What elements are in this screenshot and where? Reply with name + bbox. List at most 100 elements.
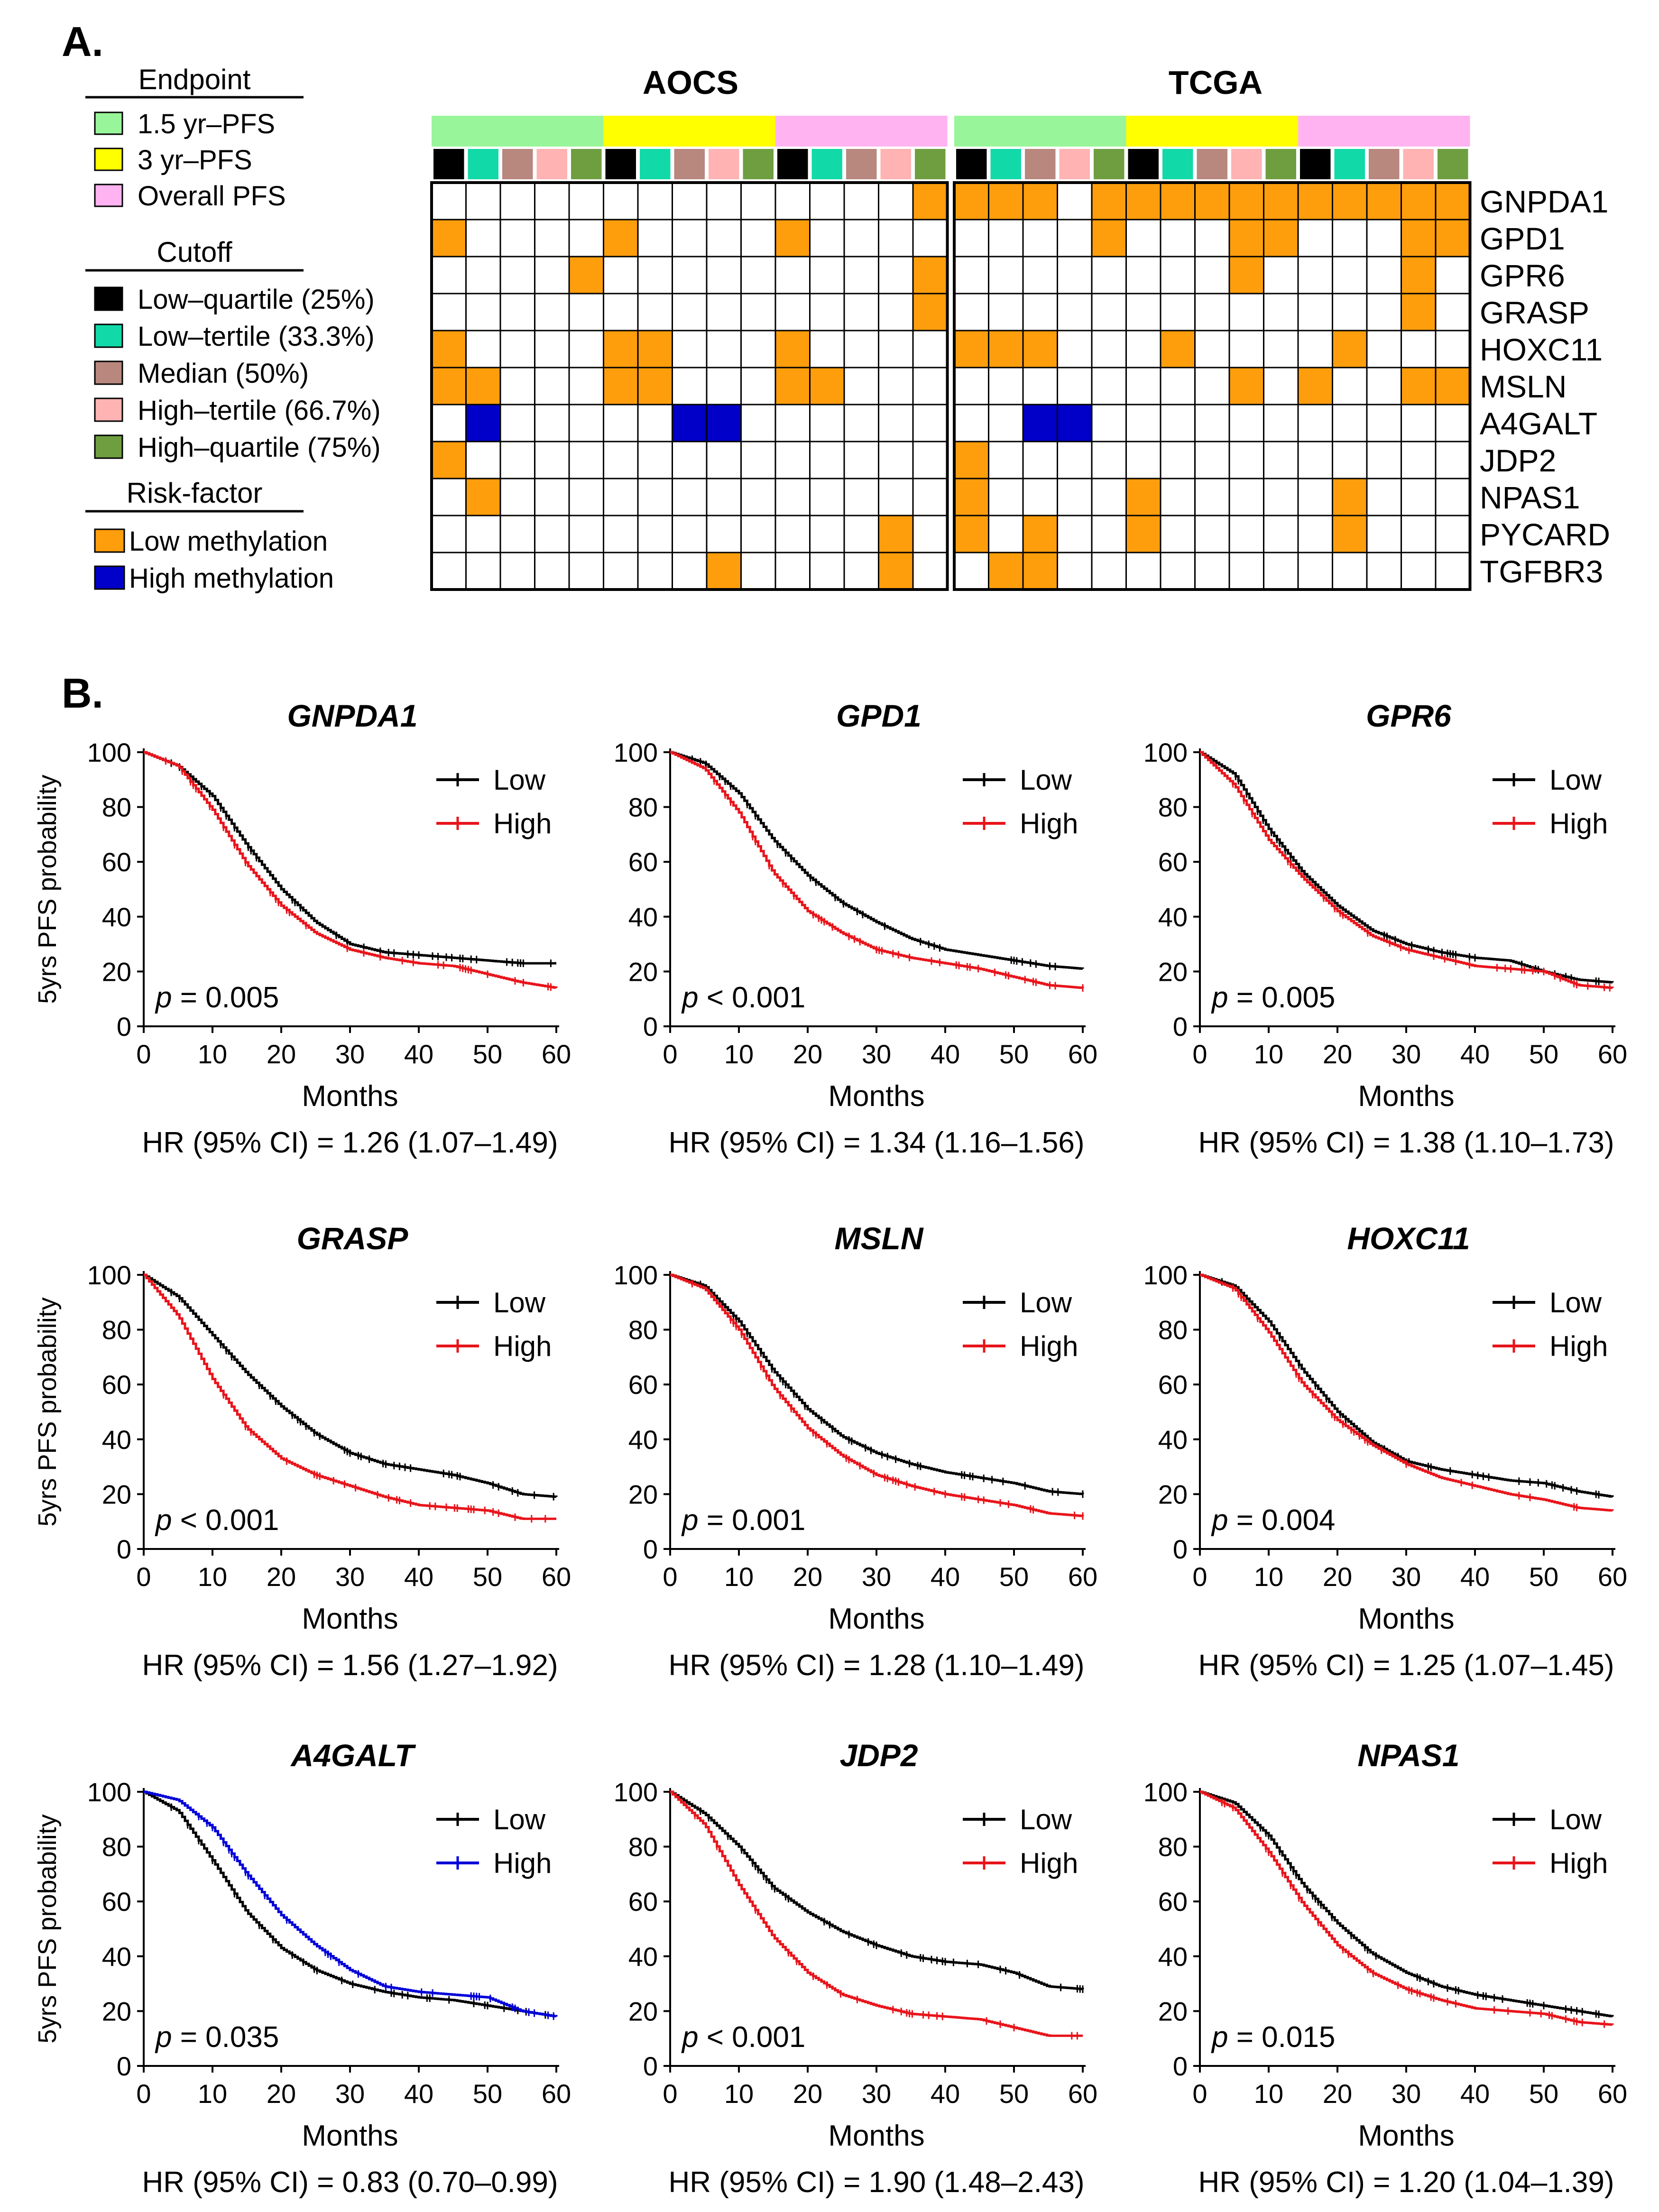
heatmap-cell-aocs-gpd1 — [431, 219, 467, 258]
cutoff-swatch-tcga — [956, 149, 987, 179]
heatmap-cell-tcga-msln — [988, 367, 1024, 406]
heatmap-cell-aocs-tgfbr3 — [637, 552, 673, 590]
cutoff-swatch-tcga — [1438, 149, 1468, 179]
legend-label-low: Low — [1549, 764, 1602, 796]
x-tick-label: 10 — [198, 2079, 227, 2109]
heatmap-cell-aocs-gpd1 — [534, 219, 570, 258]
heatmap-cell-tcga-gnpda1 — [1160, 182, 1196, 221]
legend-label-high: High — [1549, 808, 1608, 839]
heatmap-cell-aocs-gpd1 — [637, 219, 673, 258]
x-tick-label: 0 — [663, 2079, 677, 2109]
legend-label-high: High — [493, 808, 552, 839]
heatmap-cell-tcga-grasp — [1160, 293, 1196, 332]
endpoint-legend-label: 1.5 yr–PFS — [138, 109, 275, 139]
heatmap-cell-tcga-grasp — [1401, 293, 1437, 332]
heatmap-cell-aocs-hoxc11 — [774, 330, 811, 369]
x-tick-label: 40 — [931, 1039, 960, 1069]
heatmap-cell-aocs-gpr6 — [465, 256, 501, 295]
heatmap-cell-tcga-gpd1 — [1228, 219, 1264, 258]
heatmap-cell-tcga-gpr6 — [1401, 256, 1437, 295]
y-tick-label: 0 — [117, 1012, 131, 1041]
heatmap-cell-tcga-pycard — [1091, 515, 1127, 553]
hazard-ratio-text: HR (95% CI) = 1.90 (1.48–2.43) — [668, 2166, 1084, 2199]
heatmap-cell-tcga-hoxc11 — [1057, 330, 1093, 369]
heatmap-cell-aocs-a4galt — [431, 404, 467, 442]
legend-label-high: High — [1020, 1847, 1078, 1879]
x-tick-label: 0 — [1192, 1039, 1207, 1069]
x-tick-label: 60 — [1068, 2079, 1097, 2109]
heatmap-cell-aocs-jdp2 — [534, 441, 570, 479]
heatmap-cell-tcga-jdp2 — [1332, 441, 1368, 479]
y-tick-label: 0 — [643, 1534, 658, 1564]
heatmap-cell-aocs-hoxc11 — [740, 330, 776, 369]
gene-label-grasp: GRASP — [1480, 295, 1589, 330]
heatmap-cell-tcga-msln — [1332, 367, 1368, 406]
heatmap-cell-aocs-pycard — [568, 515, 604, 553]
heatmap-cell-tcga-grasp — [1297, 293, 1333, 332]
heatmap-cell-aocs-tgfbr3 — [568, 552, 604, 590]
heatmap-cell-aocs-grasp — [912, 293, 948, 332]
endpoint-bar-tcga — [1298, 116, 1470, 147]
cutoff-legend-label: High–quartile (75%) — [138, 432, 381, 463]
endpoint-bar-tcga — [954, 116, 1126, 147]
heatmap-cell-tcga-a4galt — [1057, 404, 1093, 442]
heatmap-cell-aocs-tgfbr3 — [534, 552, 570, 590]
gene-label-a4galt: A4GALT — [1480, 406, 1597, 441]
y-tick-label: 0 — [117, 1534, 131, 1564]
x-tick-label: 30 — [335, 1039, 365, 1069]
heatmap-cell-tcga-gpd1 — [1057, 219, 1093, 258]
endpoint-bar-aocs — [603, 116, 775, 147]
heatmap-cell-tcga-a4galt — [1435, 404, 1471, 442]
heatmap-cell-aocs-a4galt — [912, 404, 948, 442]
y-tick-label: 100 — [87, 1260, 131, 1290]
heatmap-cell-tcga-npas1 — [1125, 478, 1161, 516]
heatmap-cell-tcga-msln — [1435, 367, 1471, 406]
heatmap-cell-tcga-msln — [1263, 367, 1299, 406]
heatmap-cell-aocs-pycard — [499, 515, 535, 553]
heatmap-cell-aocs-jdp2 — [740, 441, 776, 479]
x-tick-label: 50 — [999, 1039, 1029, 1069]
heatmap-cell-tcga-pycard — [1263, 515, 1299, 553]
cohort-title-tcga: TCGA — [1169, 64, 1263, 101]
gene-labels: GNPDA1GPD1GPR6GRASPHOXC11MSLNA4GALTJDP2N… — [1480, 184, 1610, 589]
legend-cutoffs: Low–quartile (25%) Low–tertile (33.3%) Med… — [94, 284, 381, 463]
risk-swatch-high-methylation — [94, 565, 125, 590]
heatmap-cell-aocs-hoxc11 — [603, 330, 639, 369]
cutoff-swatch-aocs — [605, 149, 636, 179]
heatmap-cell-aocs-grasp — [603, 293, 639, 332]
heatmap-cell-aocs-grasp — [534, 293, 570, 332]
heatmap-cell-tcga-hoxc11 — [1332, 330, 1368, 369]
cutoff-swatch-tcga — [1094, 149, 1124, 179]
panel-a-label: A. — [62, 18, 103, 65]
heatmap-cell-tcga-grasp — [1022, 293, 1058, 332]
heatmap-cell-tcga-pycard — [1194, 515, 1230, 553]
heatmap-cell-aocs-gpr6 — [843, 256, 879, 295]
censor-marks-low — [1260, 1824, 1600, 2018]
heatmap-cell-aocs-gnpda1 — [809, 182, 845, 221]
heatmap-cell-tcga-tgfbr3 — [1332, 552, 1368, 590]
heatmap-cell-aocs-a4galt — [568, 404, 604, 442]
heatmap-cell-aocs-jdp2 — [912, 441, 948, 479]
heatmap-border-tcga — [953, 181, 1472, 591]
cutoff-swatch-aocs — [571, 149, 602, 179]
heatmap-cell-aocs-gpd1 — [465, 219, 501, 258]
heatmap-cell-aocs-gpr6 — [568, 256, 604, 295]
x-tick-label: 50 — [473, 2079, 502, 2109]
x-tick-label: 20 — [267, 2079, 296, 2109]
heatmap-cell-aocs-jdp2 — [843, 441, 879, 479]
endpoint-bar-aocs — [775, 116, 948, 147]
heatmap-cell-aocs-tgfbr3 — [431, 552, 467, 590]
heatmap-cell-aocs-npas1 — [672, 478, 708, 516]
heatmap-cell-aocs-gnpda1 — [706, 182, 742, 221]
heatmap-cell-tcga-jdp2 — [1194, 441, 1230, 479]
heatmap-cell-tcga-hoxc11 — [953, 330, 989, 369]
heatmap-cell-aocs-gpr6 — [637, 256, 673, 295]
x-tick-label: 40 — [1460, 1039, 1490, 1069]
x-tick-label: 0 — [136, 2079, 151, 2109]
censor-marks-high — [691, 1280, 1084, 1520]
heatmap-cell-aocs-npas1 — [809, 478, 845, 516]
heatmap-cell-aocs-pycard — [774, 515, 811, 553]
heatmap-cell-aocs-gpd1 — [603, 219, 639, 258]
legend-label-low: Low — [1549, 1287, 1602, 1318]
heatmap-cell-tcga-jdp2 — [1160, 441, 1196, 479]
